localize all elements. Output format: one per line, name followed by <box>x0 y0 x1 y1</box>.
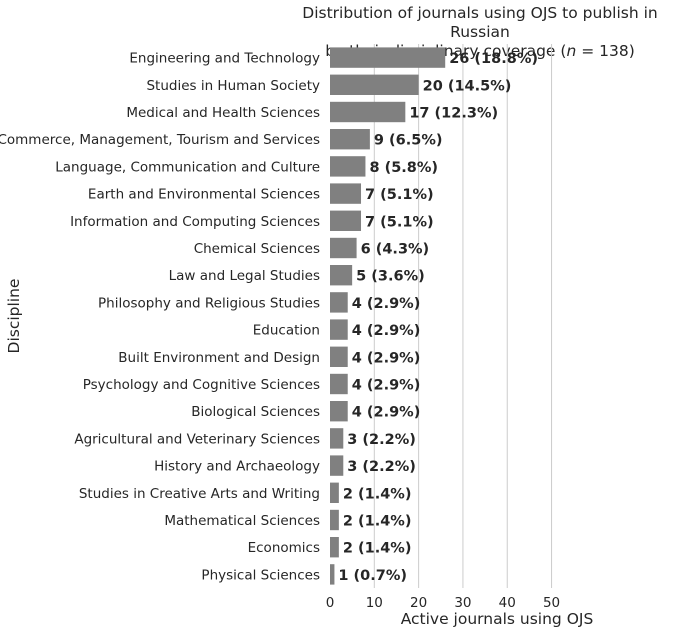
bar <box>330 74 419 95</box>
bar <box>330 129 370 150</box>
category-label: Philosophy and Religious Studies <box>98 295 320 311</box>
data-label: 4 (2.9%) <box>352 350 421 366</box>
category-label: Language, Communication and Culture <box>55 159 320 175</box>
chart-title-line1: Distribution of journals using OJS to pu… <box>302 4 658 41</box>
category-label: Information and Computing Sciences <box>70 214 320 230</box>
bars <box>330 47 446 585</box>
bar <box>330 47 446 68</box>
bar <box>330 265 353 286</box>
category-label: Law and Legal Studies <box>169 268 320 284</box>
category-label: Studies in Creative Arts and Writing <box>79 486 320 502</box>
x-tick-label: 10 <box>366 595 383 611</box>
data-label: 20 (14.5%) <box>423 78 512 94</box>
category-label: Commerce, Management, Tourism and Servic… <box>0 132 320 148</box>
data-label: 26 (18.8%) <box>449 51 538 67</box>
chart-subtitle-n-symbol: n <box>566 42 577 60</box>
category-label: Medical and Health Sciences <box>126 105 320 121</box>
x-tick-label: 40 <box>499 595 516 611</box>
bar <box>330 210 362 231</box>
category-label: Engineering and Technology <box>129 51 320 67</box>
bar <box>330 319 348 340</box>
category-labels: Engineering and Technology Studies in Hum… <box>0 51 320 584</box>
category-label: Studies in Human Society <box>146 78 320 94</box>
x-tick-label: 0 <box>326 595 335 611</box>
data-label: 4 (2.9%) <box>352 296 421 312</box>
bar <box>330 428 344 449</box>
category-label: Education <box>253 323 320 339</box>
bar <box>330 183 362 204</box>
data-label: 1 (0.7%) <box>338 568 407 584</box>
bar <box>330 509 339 531</box>
category-label: Biological Sciences <box>191 404 320 420</box>
category-label: Built Environment and Design <box>118 350 320 366</box>
data-label: 9 (6.5%) <box>374 133 443 149</box>
data-label: 8 (5.8%) <box>369 160 438 176</box>
data-labels: 26 (18.8%) 20 (14.5%) 17 (12.3%) 9 (6.5%) 8 … <box>338 51 538 584</box>
category-label: Economics <box>248 540 320 556</box>
x-tick-labels: 0 10 20 30 40 50 <box>326 595 560 611</box>
data-label: 4 (2.9%) <box>352 378 421 394</box>
category-label: Earth and Environmental Sciences <box>88 187 320 203</box>
data-label: 6 (4.3%) <box>361 242 430 258</box>
category-label: Mathematical Sciences <box>164 513 320 529</box>
data-label: 3 (2.2%) <box>347 432 416 448</box>
bar <box>330 373 348 395</box>
category-label: History and Archaeology <box>154 459 320 475</box>
category-label: Agricultural and Veterinary Sciences <box>74 431 320 447</box>
bar <box>330 292 348 313</box>
bar <box>330 101 406 123</box>
data-label: 5 (3.6%) <box>356 269 425 285</box>
bar <box>330 156 366 177</box>
data-label: 2 (1.4%) <box>343 486 412 502</box>
bar <box>330 346 348 367</box>
bar <box>330 537 339 558</box>
bar <box>330 482 339 503</box>
data-label: 4 (2.9%) <box>352 323 421 339</box>
data-label: 3 (2.2%) <box>347 459 416 475</box>
data-label: 2 (1.4%) <box>343 514 412 530</box>
bar <box>330 564 335 585</box>
data-label: 2 (1.4%) <box>343 541 412 557</box>
grid-lines <box>373 44 553 588</box>
bar <box>330 237 357 259</box>
bar <box>330 455 344 476</box>
category-label: Physical Sciences <box>201 567 320 583</box>
x-tick-label: 20 <box>410 595 427 611</box>
data-label: 4 (2.9%) <box>352 405 421 421</box>
x-tick-label: 50 <box>543 595 560 611</box>
category-label: Chemical Sciences <box>194 241 320 257</box>
data-label: 17 (12.3%) <box>409 106 498 122</box>
chart-subtitle-suffix: = 138) <box>576 42 635 60</box>
bar <box>330 401 348 422</box>
x-tick-label: 30 <box>454 595 471 611</box>
data-label: 7 (5.1%) <box>365 187 434 203</box>
y-axis-label: Discipline <box>5 279 23 354</box>
category-label: Psychology and Cognitive Sciences <box>83 377 320 393</box>
x-axis-label: Active journals using OJS <box>401 610 594 628</box>
data-label: 7 (5.1%) <box>365 214 434 230</box>
